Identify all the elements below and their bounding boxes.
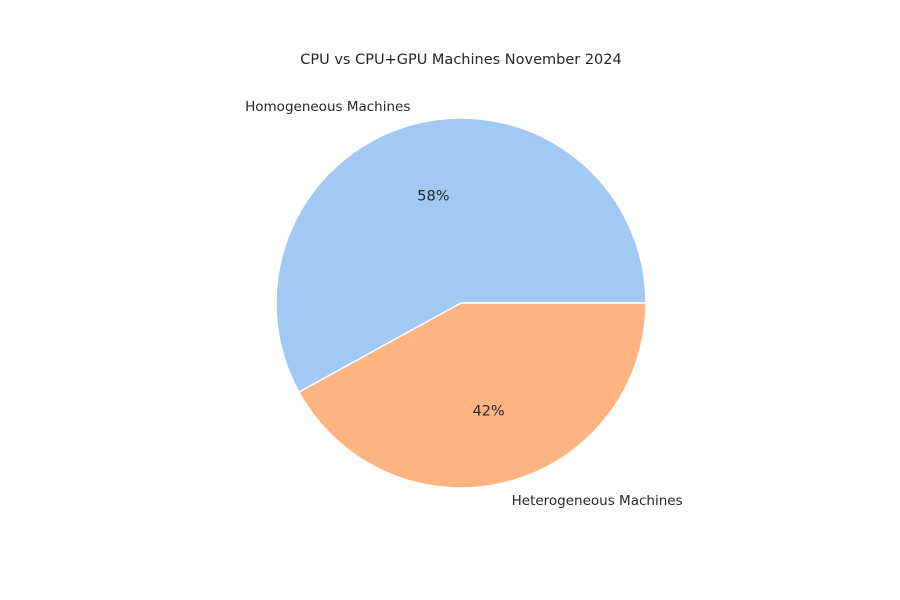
pie-slice-homogeneous-machines [275, 117, 647, 393]
pie-percent-label-heterogeneous-machines: 42% [472, 404, 504, 420]
pie-category-label-homogeneous-machines: Homogeneous Machines [245, 99, 410, 115]
pie-slices [275, 117, 647, 489]
pie-category-label-heterogeneous-machines: Heterogeneous Machines [512, 493, 683, 509]
pie-slice-heterogeneous-machines [298, 302, 647, 489]
chart-title: CPU vs CPU+GPU Machines November 2024 [300, 52, 621, 68]
pie-labels: 58% Homogeneous Machines 42% Heterogeneous … [245, 99, 682, 509]
pie-percent-label-homogeneous-machines: 58% [417, 188, 449, 204]
